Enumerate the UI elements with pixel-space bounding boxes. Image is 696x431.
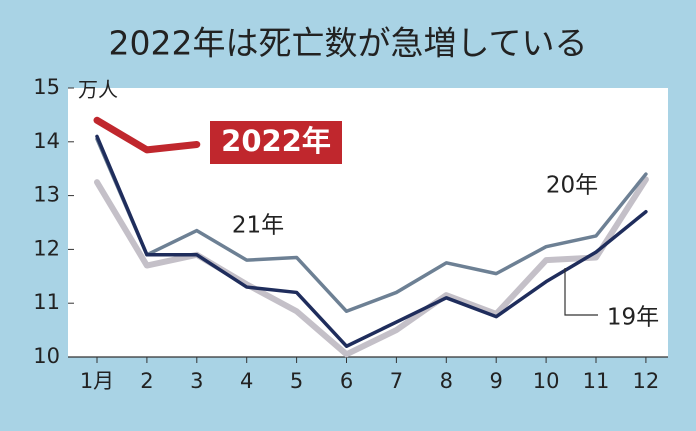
unit-label: 万人 <box>78 78 118 102</box>
x-tick-label: 3 <box>190 369 203 393</box>
y-tick-label: 14 <box>33 129 60 153</box>
x-tick-label: 11 <box>583 369 610 393</box>
x-tick-label: 1月 <box>80 369 114 393</box>
series-line <box>93 116 201 154</box>
y-tick-label: 15 <box>33 75 60 99</box>
series-line <box>95 137 648 314</box>
x-tick-label: 7 <box>390 369 403 393</box>
series-line <box>95 134 648 348</box>
y-tick-label: 11 <box>33 290 60 314</box>
legend-label: 2022年 <box>221 124 331 158</box>
x-tick-label: 2 <box>140 369 153 393</box>
x-tick-label: 12 <box>633 369 660 393</box>
x-tick-label: 10 <box>533 369 560 393</box>
plot-area <box>68 88 668 357</box>
x-tick-label: 9 <box>490 369 503 393</box>
series-line <box>94 176 649 358</box>
chart-title: 2022年は死亡数が急増している <box>109 24 588 63</box>
x-tick-label: 8 <box>440 369 453 393</box>
x-tick-label: 6 <box>340 369 353 393</box>
leader-line <box>564 268 598 316</box>
legend-label: 19年 <box>607 305 659 331</box>
y-tick-label: 10 <box>33 344 60 368</box>
x-tick-label: 5 <box>290 369 303 393</box>
legend-label: 20年 <box>546 173 598 199</box>
x-tick-label: 4 <box>240 369 253 393</box>
y-tick-label: 12 <box>33 236 60 260</box>
y-tick-label: 13 <box>33 183 60 207</box>
legend-box <box>210 121 342 164</box>
legend-label: 21年 <box>232 213 284 239</box>
